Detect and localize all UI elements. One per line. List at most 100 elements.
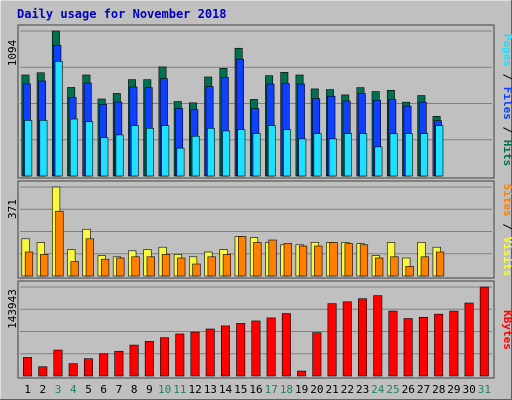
day-label-23: 23: [356, 383, 369, 396]
bar-sites-day-2-face: [40, 254, 49, 277]
bar-sites-day-13-face: [207, 256, 216, 277]
bar-pages-day-2-face: [39, 120, 48, 177]
bar-pages-day-5-face: [85, 121, 94, 177]
bar-kbytes-day-18-face: [281, 313, 291, 377]
bar-pages-day-20: [313, 133, 322, 177]
bar-pages-day-8-face: [130, 125, 139, 177]
bar-sites-day-5: [85, 238, 94, 277]
bar-kbytes-day-13-face: [205, 328, 215, 377]
legend-pages-files-hits: Pages / Files / Hits: [501, 34, 512, 167]
bar-sites-day-12-face: [192, 263, 201, 277]
bar-sites-day-2: [40, 254, 49, 277]
bar-pages-day-4: [69, 118, 78, 177]
day-labels: 1 2 3 4 5 6 7 8 9 10 11 12 13 14 15 16 17 18 19 20 21 22 23 24 2…: [24, 383, 491, 396]
day-label-21: 21: [326, 383, 339, 396]
day-label-22: 22: [341, 383, 354, 396]
legend-sites-visits: Sites / Visits: [501, 184, 512, 277]
bar-pages-day-14-face: [222, 130, 231, 177]
bar-sites-day-22-face: [344, 243, 353, 277]
bar-sites-day-27: [420, 256, 429, 277]
day-label-30: 30: [463, 383, 476, 396]
day-label-17: 17: [265, 383, 278, 396]
bar-kbytes-day-27: [418, 316, 428, 377]
day-label-7: 7: [116, 383, 123, 396]
bar-pages-day-3: [54, 61, 63, 177]
legend-files: Files: [501, 87, 512, 120]
day-label-4: 4: [70, 383, 77, 396]
bar-pages-day-15-face: [237, 129, 246, 177]
bar-pages-day-24: [374, 146, 383, 177]
bar-pages-day-16: [252, 133, 261, 177]
bar-kbytes-day-16: [251, 320, 261, 377]
bar-pages-day-18: [283, 129, 292, 177]
bar-pages-day-18-face: [283, 129, 292, 177]
bar-kbytes-day-29: [449, 310, 459, 377]
day-label-26: 26: [402, 383, 415, 396]
bar-sites-day-15-face: [238, 236, 247, 277]
bar-pages-day-11-face: [176, 147, 185, 177]
bar-sites-day-26: [405, 266, 414, 277]
bar-sites-day-21-face: [329, 242, 338, 277]
bar-kbytes-day-11: [175, 333, 185, 377]
bar-pages-day-27: [420, 133, 429, 177]
bar-pages-day-9-face: [146, 127, 154, 177]
svg-text:Pages / Files / Hits: Pages / Files / Hits: [501, 34, 512, 167]
bar-sites-day-24-face: [375, 257, 384, 277]
bar-pages-day-26-face: [404, 133, 413, 177]
bar-pages-day-20-face: [313, 133, 322, 177]
bar-sites-day-4: [70, 261, 79, 277]
bar-sites-day-14-face: [222, 254, 232, 277]
axis-max-label-kbytes: 143943: [6, 289, 19, 329]
bar-sites-day-6-face: [101, 258, 110, 277]
bar-pages-day-16-face: [252, 133, 261, 177]
day-label-11: 11: [173, 383, 186, 396]
day-label-2: 2: [40, 383, 47, 396]
panel-hits-files-pages: [17, 24, 495, 179]
bar-kbytes-day-3: [53, 349, 63, 377]
bar-kbytes-day-10-face: [160, 337, 170, 377]
bar-sites-day-11: [177, 257, 186, 277]
bar-pages-day-9: [146, 127, 154, 177]
panel-kbytes: [17, 280, 495, 379]
svg-text:KBytes: KBytes: [501, 310, 512, 350]
bar-kbytes-day-30-face: [464, 302, 474, 377]
bar-kbytes-day-20: [312, 332, 322, 377]
bar-sites-day-8: [131, 256, 140, 277]
day-label-19: 19: [295, 383, 308, 396]
day-label-3: 3: [55, 383, 62, 396]
day-label-25: 25: [386, 383, 399, 396]
bar-kbytes-day-26: [403, 318, 413, 377]
bar-pages-day-15: [237, 129, 246, 177]
bar-kbytes-day-4-face: [68, 363, 78, 377]
bar-sites-day-28: [435, 251, 445, 277]
day-label-1: 1: [24, 383, 31, 396]
bar-pages-day-3-face: [54, 61, 63, 177]
bar-sites-day-23-face: [359, 244, 369, 277]
bar-sites-day-7: [116, 257, 125, 277]
bar-pages-day-27-face: [420, 133, 429, 177]
axis-max-label-visits: 371: [6, 199, 19, 219]
bar-kbytes-day-1-face: [23, 357, 33, 377]
bar-sites-day-16: [253, 242, 262, 277]
bar-pages-day-21: [328, 138, 337, 177]
bar-sites-day-9-face: [146, 256, 155, 277]
panel-visits-sites: [17, 180, 495, 279]
bar-pages-day-23-face: [359, 133, 368, 177]
bar-sites-day-18-face: [283, 243, 292, 277]
bar-kbytes-day-21-face: [327, 303, 337, 377]
bar-pages-day-11: [176, 147, 185, 177]
bar-sites-day-1: [24, 251, 34, 277]
bar-kbytes-day-16-face: [251, 320, 261, 377]
bar-pages-day-7-face: [115, 134, 124, 177]
bar-pages-day-17: [267, 125, 276, 177]
bar-sites-day-17-face: [268, 239, 277, 277]
bar-kbytes-day-30: [464, 302, 474, 377]
svg-text:Sites / Visits: Sites / Visits: [501, 184, 512, 277]
bar-kbytes-day-23-face: [358, 298, 367, 377]
day-label-31: 31: [478, 383, 491, 396]
bar-pages-day-13: [206, 127, 215, 177]
bar-pages-day-22: [344, 133, 352, 177]
bar-kbytes-day-22: [342, 301, 352, 377]
bar-sites-day-10: [161, 254, 171, 277]
day-label-12: 12: [188, 383, 201, 396]
